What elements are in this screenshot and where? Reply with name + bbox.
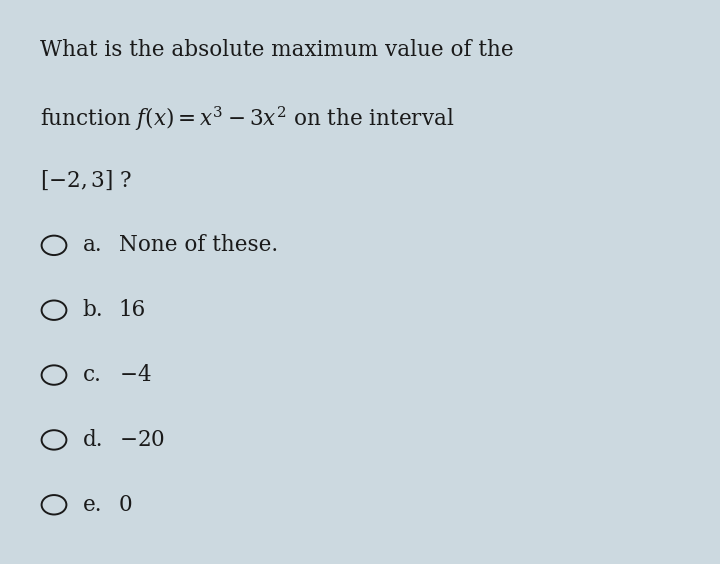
Text: a.: a. <box>83 234 102 257</box>
Text: 16: 16 <box>119 299 146 321</box>
Text: $-4$: $-4$ <box>119 364 151 386</box>
Text: $[-2, 3]$ ?: $[-2, 3]$ ? <box>40 169 132 192</box>
Text: 0: 0 <box>119 494 132 516</box>
Text: d.: d. <box>83 429 103 451</box>
Text: function $f(x) = x^3 - 3x^2$ on the interval: function $f(x) = x^3 - 3x^2$ on the inte… <box>40 104 454 133</box>
Text: $-20$: $-20$ <box>119 429 165 451</box>
Text: e.: e. <box>83 494 102 516</box>
Text: b.: b. <box>83 299 104 321</box>
Text: What is the absolute maximum value of the: What is the absolute maximum value of th… <box>40 39 513 61</box>
Text: c.: c. <box>83 364 102 386</box>
Text: None of these.: None of these. <box>119 234 278 257</box>
